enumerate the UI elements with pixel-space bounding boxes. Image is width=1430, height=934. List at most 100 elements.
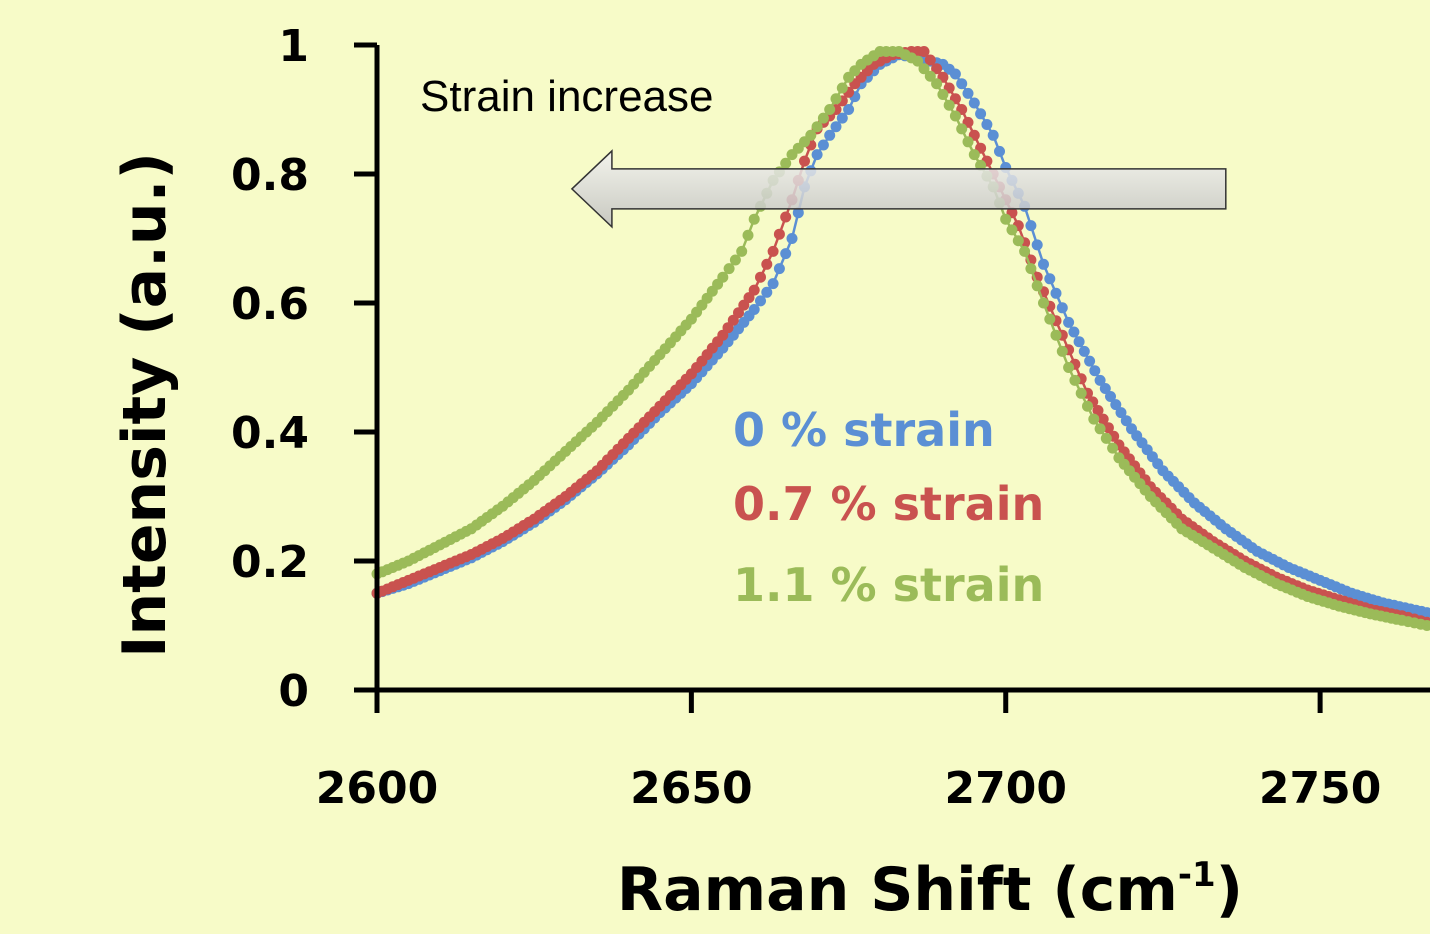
series-0-point-85: [830, 121, 842, 133]
series-0-point-108: [975, 108, 987, 120]
series-0-point-72: [748, 304, 760, 315]
x-axis-title-main: Raman Shift (cm: [617, 855, 1178, 925]
series-1-point-101: [931, 63, 943, 75]
series-0-point-83: [817, 139, 829, 151]
series-2-point-105: [962, 136, 974, 148]
x-tick-label-0: 2600: [316, 763, 438, 814]
series-0-point-128: [1094, 374, 1106, 386]
series-0-point-106: [962, 87, 974, 99]
series-2-point-81: [811, 121, 823, 133]
series-1-point-74: [761, 258, 773, 270]
series-2-point-66: [717, 271, 729, 283]
series-2-point-117: [1038, 297, 1049, 309]
series-0-point-120: [1050, 287, 1062, 299]
x-tick-label-2: 2700: [945, 763, 1067, 814]
y-tick-label-5: 1: [278, 21, 309, 72]
legend-label-0: 0 % strain: [733, 403, 995, 457]
series-2-point-84: [830, 93, 842, 105]
series-0-point-117: [1031, 239, 1043, 251]
series-2-point-76: [780, 157, 792, 169]
series-2-point-126: [1094, 423, 1106, 435]
series-layer: [371, 46, 1430, 631]
series-1-point-127: [1092, 405, 1104, 416]
series-2-point-120: [1056, 345, 1068, 357]
series-2-point-113: [1012, 235, 1024, 247]
strain-arrow: [570, 149, 1227, 229]
series-0-point-127: [1089, 365, 1101, 377]
series-2-point-115: [1025, 263, 1037, 275]
series-2-point-100: [931, 78, 943, 90]
series-0-point-116: [1025, 220, 1037, 232]
y-tick-label-4: 0.8: [231, 150, 309, 201]
series-2-point-69: [736, 245, 748, 257]
series-2-point-85: [836, 82, 848, 94]
x-axis-title-sup: -1: [1178, 855, 1216, 895]
series-1: [371, 46, 1430, 628]
series-2-point-119: [1050, 329, 1062, 341]
series-2-point-114: [1019, 245, 1031, 257]
series-0: [371, 49, 1430, 619]
series-2-point-67: [723, 263, 735, 275]
strain-increase-annotation: Strain increase: [420, 72, 1227, 229]
series-1-point-75: [767, 245, 779, 257]
series-line-2: [376, 50, 1428, 627]
series-2-point-83: [824, 104, 836, 115]
series-2-point-98: [918, 63, 930, 75]
series-1-point-76: [773, 228, 785, 240]
x-tick-label-3: 2750: [1259, 763, 1381, 814]
series-0-point-125: [1078, 345, 1090, 357]
series-0-point-107: [968, 97, 980, 109]
series-1-point-100: [924, 54, 936, 66]
series-2-point-70: [742, 229, 754, 241]
x-axis-title: Raman Shift (cm-1): [617, 855, 1243, 925]
series-0-point-190: [1421, 607, 1430, 619]
series-0-point-126: [1084, 355, 1096, 367]
series-0-point-119: [1044, 273, 1056, 285]
series-1-point-73: [755, 271, 766, 283]
x-tick-label-1: 2650: [630, 763, 752, 814]
series-1-point-77: [780, 211, 792, 223]
series-2-point-111: [1000, 213, 1012, 225]
series-0-point-122: [1063, 316, 1075, 328]
x-axis-title-close: ): [1216, 855, 1243, 925]
series-2-point-125: [1088, 413, 1100, 425]
x-ticks: 2600 2650 2700 2750: [316, 690, 1381, 814]
series-0-point-74: [761, 286, 773, 298]
y-axis-title: Intensity (a.u.): [110, 152, 180, 658]
series-1-point-99: [918, 46, 930, 57]
series-1-point-129: [1102, 422, 1114, 434]
series-0-point-79: [792, 207, 804, 219]
series-0-point-109: [981, 119, 993, 130]
strain-increase-label: Strain increase: [420, 72, 713, 121]
y-ticks: 0 0.2 0.4 0.6 0.8 1: [231, 21, 377, 717]
series-2-point-124: [1082, 400, 1093, 412]
series-0-point-78: [786, 233, 798, 244]
series-2: [371, 46, 1430, 631]
series-0-point-76: [773, 263, 785, 275]
series-1-point-72: [748, 284, 760, 296]
series-2-point-116: [1031, 280, 1043, 292]
series-2-point-121: [1063, 362, 1075, 373]
series-0-point-84: [824, 129, 836, 141]
series-1-point-80: [799, 155, 810, 167]
series-2-point-106: [968, 149, 980, 161]
series-2-point-122: [1069, 374, 1081, 386]
series-2-point-112: [1006, 224, 1018, 236]
y-tick-label-3: 0.6: [231, 279, 309, 330]
series-0-point-75: [767, 278, 779, 290]
series-0-point-82: [811, 149, 823, 161]
legend: 0 % strain 0.7 % strain 1.1 % strain: [733, 403, 1044, 612]
series-0-point-123: [1068, 326, 1080, 338]
legend-label-1: 0.7 % strain: [733, 477, 1044, 531]
series-0-point-121: [1056, 302, 1068, 314]
series-0-point-133: [1120, 415, 1132, 427]
y-tick-label-0: 0: [278, 666, 309, 717]
series-0-point-73: [755, 295, 766, 307]
series-2-point-127: [1100, 432, 1112, 444]
series-2-point-101: [937, 89, 949, 100]
series-2-point-118: [1044, 313, 1056, 325]
series-0-point-86: [836, 112, 848, 124]
series-2-point-82: [817, 112, 829, 124]
series-2-point-103: [949, 110, 961, 122]
series-1-point-128: [1097, 413, 1109, 425]
